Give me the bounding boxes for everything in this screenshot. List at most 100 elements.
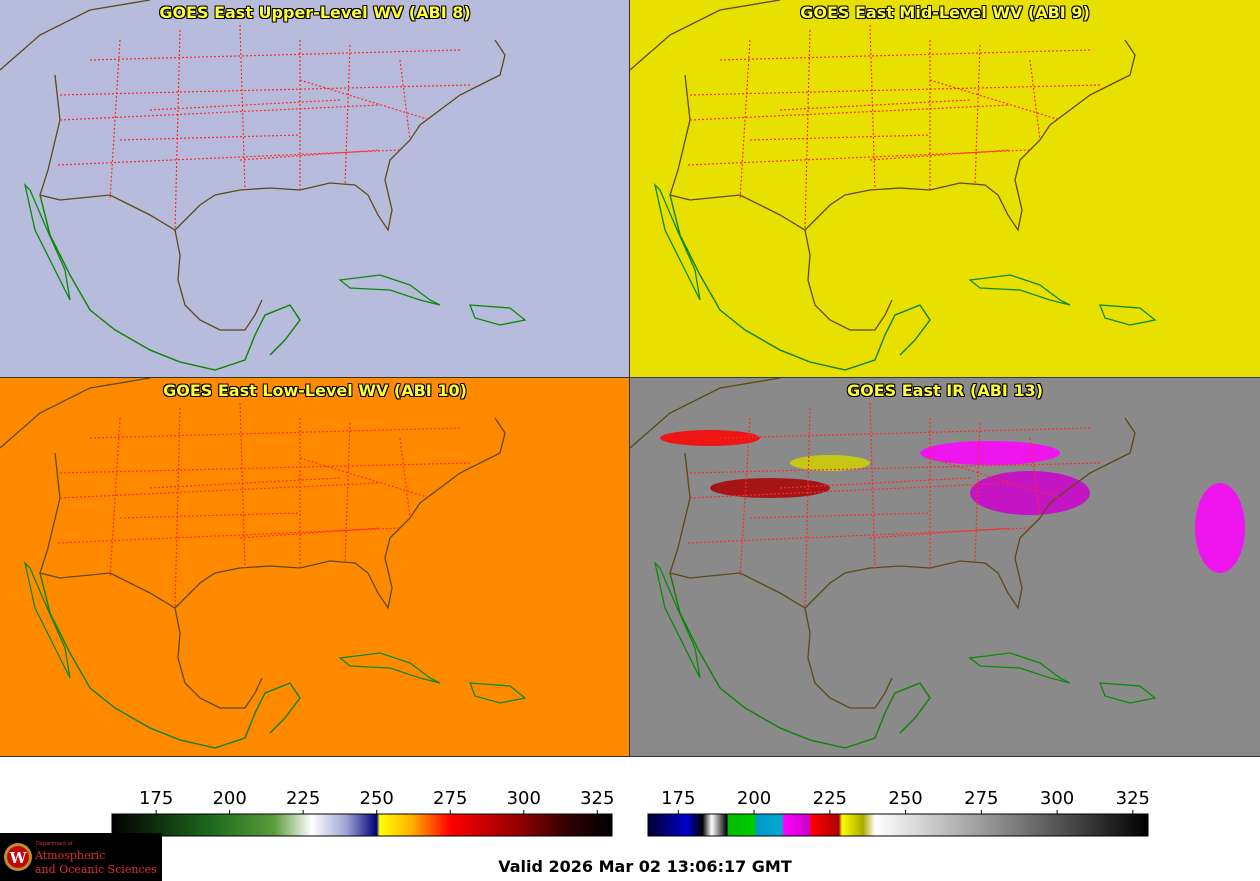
coastline bbox=[669, 39, 1136, 232]
map-overlay bbox=[0, 0, 527, 371]
coastline bbox=[0, 0, 151, 71]
state-border bbox=[689, 462, 1101, 474]
colorbar-tick-label: 325 bbox=[1116, 788, 1150, 809]
ir-colorbar-svg: 175 200 225 250 275 300 325 bbox=[647, 788, 1150, 837]
convective-cloud bbox=[710, 478, 830, 498]
coastline bbox=[968, 274, 1071, 306]
coastline bbox=[1099, 304, 1157, 326]
coastline bbox=[669, 572, 931, 749]
map-overlay bbox=[0, 378, 527, 749]
coastline bbox=[39, 194, 301, 371]
imagery-layer bbox=[0, 378, 630, 756]
coastline bbox=[630, 378, 781, 449]
colorbar-tick-label: 225 bbox=[813, 788, 847, 809]
convective-cloud bbox=[660, 430, 760, 446]
satellite-image-abi10 bbox=[0, 378, 630, 756]
coastline bbox=[653, 182, 701, 301]
wv-colorbar-svg: 175 200 225 250 275 300 325 bbox=[111, 788, 614, 837]
state-border bbox=[929, 79, 1061, 121]
state-border bbox=[739, 417, 751, 579]
colorbar-tick-label: 200 bbox=[737, 788, 771, 809]
state-border bbox=[689, 104, 1011, 121]
state-border bbox=[974, 422, 981, 564]
colorbar-tick-label: 250 bbox=[888, 788, 922, 809]
state-border bbox=[1029, 59, 1041, 141]
state-border bbox=[239, 402, 246, 569]
map-overlay bbox=[630, 0, 1157, 371]
coastline bbox=[630, 0, 781, 71]
state-border bbox=[57, 527, 401, 544]
logo-line1: Atmospheric bbox=[35, 849, 106, 862]
colorbar-gradient bbox=[111, 813, 613, 837]
satellite-image-abi13 bbox=[630, 378, 1260, 756]
state-border bbox=[719, 427, 1091, 439]
logo-line2: and Oceanic Sciences bbox=[35, 863, 157, 876]
state-border bbox=[59, 84, 471, 96]
satellite-image-abi9 bbox=[630, 0, 1260, 378]
coastline bbox=[469, 304, 527, 326]
panel-mid-level-wv: GOES East Mid-Level WV (ABI 9) bbox=[630, 0, 1260, 378]
state-border bbox=[869, 149, 1011, 161]
coastline bbox=[174, 607, 263, 709]
colorbar-tick-label: 275 bbox=[433, 788, 467, 809]
state-border bbox=[687, 149, 1031, 166]
map-overlay bbox=[630, 378, 1157, 749]
state-border bbox=[804, 29, 811, 231]
state-border bbox=[239, 24, 246, 191]
panel-divider bbox=[629, 0, 630, 756]
coastline bbox=[804, 607, 893, 709]
satellite-image-abi8 bbox=[0, 0, 630, 378]
convective-cloud bbox=[790, 455, 870, 471]
state-border bbox=[57, 149, 401, 166]
coastline bbox=[804, 229, 893, 331]
aos-logo: W Department of Atmospheric and Oceanic … bbox=[0, 833, 162, 881]
colorbar-tick-label: 225 bbox=[286, 788, 320, 809]
coastline bbox=[338, 652, 441, 684]
coastline bbox=[653, 560, 701, 679]
state-border bbox=[739, 39, 751, 201]
colorbar-gradient bbox=[647, 813, 1149, 837]
state-border bbox=[59, 104, 381, 121]
state-border bbox=[344, 422, 351, 564]
panel-ir: GOES East IR (ABI 13) bbox=[630, 378, 1260, 756]
coastline bbox=[669, 194, 931, 371]
coastline bbox=[39, 39, 506, 232]
state-border bbox=[399, 59, 411, 141]
state-border bbox=[89, 427, 461, 439]
state-border bbox=[974, 44, 981, 186]
panel-divider bbox=[0, 756, 1260, 757]
coastline bbox=[669, 417, 1136, 610]
state-border bbox=[174, 29, 181, 231]
state-border bbox=[929, 457, 1061, 499]
state-border bbox=[59, 482, 381, 499]
state-border bbox=[239, 527, 381, 539]
colorbar-tick-label: 300 bbox=[507, 788, 541, 809]
state-border bbox=[869, 402, 876, 569]
colorbar-tick-label: 175 bbox=[139, 788, 173, 809]
coastline bbox=[0, 378, 151, 449]
uw-crest-icon: W bbox=[4, 843, 32, 871]
state-border bbox=[1029, 437, 1041, 519]
logo-department: Department of bbox=[36, 841, 73, 847]
coastline bbox=[23, 182, 71, 301]
state-border bbox=[399, 437, 411, 519]
colorbar-tick-label: 250 bbox=[360, 788, 394, 809]
state-border bbox=[869, 24, 876, 191]
panel-low-level-wv: GOES East Low-Level WV (ABI 10) bbox=[0, 378, 630, 756]
state-border bbox=[869, 527, 1011, 539]
coastline bbox=[338, 274, 441, 306]
state-border bbox=[689, 84, 1101, 96]
state-border bbox=[689, 482, 1011, 499]
state-border bbox=[109, 417, 121, 579]
state-border bbox=[687, 527, 1031, 544]
state-border bbox=[344, 44, 351, 186]
coastline bbox=[1099, 682, 1157, 704]
panel-divider bbox=[0, 377, 1260, 378]
panel-upper-level-wv: GOES East Upper-Level WV (ABI 8) bbox=[0, 0, 630, 378]
convective-cloud bbox=[920, 441, 1060, 465]
state-border bbox=[299, 79, 431, 121]
state-border bbox=[804, 407, 811, 609]
coastline bbox=[174, 229, 263, 331]
wv-colorbar: 175 200 225 250 275 300 325 bbox=[110, 770, 614, 840]
state-border bbox=[239, 149, 381, 161]
